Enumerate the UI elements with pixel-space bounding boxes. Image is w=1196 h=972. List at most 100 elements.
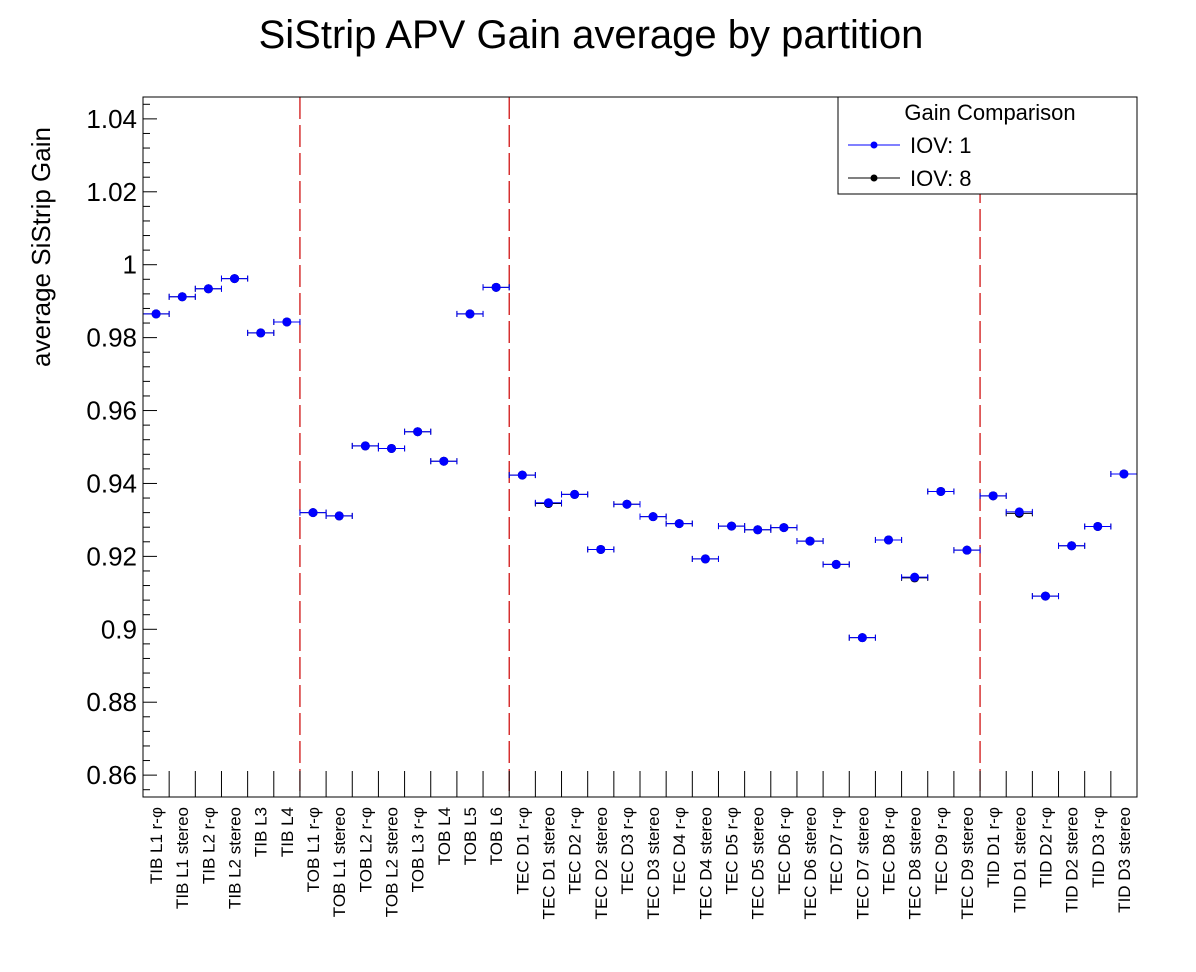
point-marker: [753, 525, 763, 535]
x-tick-label: TOB L3 r-φ: [409, 807, 428, 892]
x-tick-label: TEC D4 stereo: [696, 807, 715, 919]
data-points: [142, 274, 1138, 643]
y-tick-label: 0.98: [86, 323, 137, 353]
point-marker: [910, 572, 920, 582]
data-point: [770, 523, 798, 533]
x-tick-label: TEC D1 stereo: [539, 807, 558, 919]
y-axis-label: average SiStrip Gain: [26, 127, 56, 367]
data-point: [325, 511, 353, 521]
data-point: [377, 443, 406, 453]
point-marker: [831, 559, 841, 569]
y-axis: 0.86 0.88 0.9 0.92 0.94 0.96 0.98 1 1.02 1.04: [86, 103, 157, 791]
data-point: [1058, 541, 1086, 551]
point-marker: [177, 292, 187, 302]
x-tick-label: TIB L2 r-φ: [199, 807, 218, 884]
data-point: [613, 499, 641, 509]
x-tick-label: TEC D4 r-φ: [670, 807, 689, 895]
data-point: [456, 309, 484, 319]
data-point: [691, 554, 719, 564]
x-tick-label: TID D1 r-φ: [984, 807, 1003, 888]
data-point: [194, 284, 222, 294]
x-axis: TIB L1 r-φ TIB L1 stereo TIB L2 r-φ TIB L2 …: [142, 771, 1138, 919]
data-point: [822, 559, 850, 569]
data-point: [482, 282, 510, 292]
point-marker: [517, 470, 527, 480]
point-marker: [674, 519, 684, 529]
point-marker: [648, 512, 658, 522]
x-tick-label: TOB L2 r-φ: [356, 807, 375, 892]
point-marker: [1014, 507, 1024, 517]
data-point: [351, 441, 379, 451]
point-marker: [491, 282, 501, 292]
x-tick-label: TEC D8 stereo: [906, 807, 925, 919]
point-marker: [1119, 469, 1129, 479]
point-marker: [988, 491, 998, 501]
point-marker: [413, 427, 423, 437]
x-tick-label: TEC D6 r-φ: [775, 807, 794, 895]
point-marker: [334, 511, 344, 521]
data-point: [247, 328, 275, 338]
data-point: [717, 521, 746, 531]
x-tick-label: TOB L1 r-φ: [304, 807, 323, 892]
data-point: [1110, 469, 1138, 479]
point-marker: [727, 521, 737, 531]
x-tick-label: TIB L4: [278, 807, 297, 857]
point-marker: [936, 486, 946, 496]
y-tick-label: 0.94: [86, 468, 137, 498]
x-tick-label: TEC D5 r-φ: [723, 807, 742, 895]
x-tick-label: TEC D2 r-φ: [566, 807, 585, 895]
x-tick-label: TEC D3 stereo: [644, 807, 663, 919]
legend-marker-iov1: [870, 141, 878, 149]
data-point: [953, 545, 981, 555]
data-point: [796, 536, 824, 546]
point-marker: [700, 554, 710, 564]
x-tick-label: TIB L1 r-φ: [147, 807, 166, 884]
point-marker: [203, 284, 213, 294]
point-marker: [1040, 591, 1050, 601]
x-tick-label: TID D2 r-φ: [1036, 807, 1055, 888]
x-tick-label: TEC D3 r-φ: [618, 807, 637, 895]
data-point: [404, 427, 432, 437]
data-point: [901, 572, 929, 582]
legend-label-iov1: IOV: 1: [910, 133, 972, 158]
x-tick-label: TID D2 stereo: [1063, 807, 1082, 913]
data-point: [1005, 507, 1033, 517]
x-tick-label: TEC D9 r-φ: [932, 807, 951, 895]
data-point: [508, 470, 536, 480]
x-tick-label: TOB L1 stereo: [330, 807, 349, 917]
partition-boundaries: [299, 97, 981, 797]
data-point: [665, 519, 693, 529]
point-marker: [570, 489, 580, 499]
x-tick-label: TEC D8 r-φ: [880, 807, 899, 895]
data-point: [927, 486, 955, 496]
data-point: [299, 508, 327, 518]
y-tick-label: 0.96: [86, 396, 137, 426]
x-tick-label: TEC D5 stereo: [749, 807, 768, 919]
point-marker: [622, 499, 632, 509]
y-tick-label: 0.88: [86, 687, 137, 717]
data-point: [874, 535, 903, 545]
legend: Gain Comparison IOV: 1 IOV: 8: [837, 96, 1138, 195]
legend-label-iov8: IOV: 8: [910, 166, 972, 191]
data-point: [430, 456, 458, 466]
point-marker: [1067, 541, 1077, 551]
data-point: [639, 512, 667, 522]
point-marker: [360, 441, 370, 451]
point-marker: [884, 535, 893, 545]
data-point: [1031, 591, 1060, 601]
x-tick-label: TIB L1 stereo: [173, 807, 192, 909]
data-point: [848, 633, 876, 643]
point-marker: [151, 309, 161, 319]
point-marker: [387, 443, 396, 453]
point-marker: [230, 274, 240, 284]
point-marker: [308, 508, 318, 518]
data-point: [142, 309, 170, 319]
point-marker: [857, 633, 867, 643]
y-tick-label: 0.86: [86, 760, 137, 790]
x-tick-label: TID D3 stereo: [1115, 807, 1134, 913]
x-tick-label: TOB L2 stereo: [383, 807, 402, 917]
point-marker: [1093, 521, 1103, 531]
x-tick-label: TID D3 r-φ: [1089, 807, 1108, 888]
y-tick-label: 1: [123, 250, 137, 280]
x-tick-label: TIB L2 stereo: [226, 807, 245, 909]
